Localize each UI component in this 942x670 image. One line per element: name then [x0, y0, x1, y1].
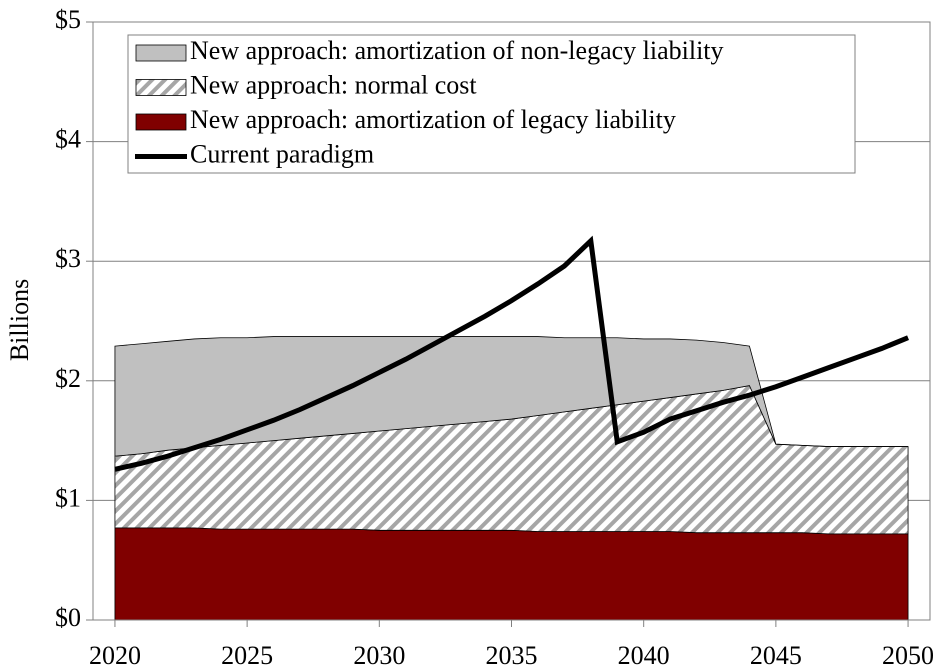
x-tick-label: 2050: [882, 641, 934, 670]
x-tick-label: 2030: [353, 641, 405, 670]
areas: [114, 336, 909, 621]
plot-frame: [92, 21, 931, 621]
x-tick-label: 2025: [221, 641, 273, 670]
y-tick-label: $1: [55, 483, 81, 512]
y-tick-label: $2: [55, 364, 81, 393]
x-tick-label: 2035: [486, 641, 538, 670]
x-tick-label: 2020: [89, 641, 141, 670]
x-tick-label: 2045: [750, 641, 802, 670]
y-tick-label: $5: [55, 5, 81, 34]
legend-swatch: [135, 79, 187, 96]
legend-swatch: [135, 44, 187, 62]
y-axis-label: Billions: [5, 279, 34, 361]
axes: $0 $1 $2 $3 $4 $5 2020 2025 2030 2035 2040 2045 2050: [55, 5, 934, 670]
y-tick-label: $4: [55, 125, 81, 154]
legend-swatch: [135, 113, 187, 131]
y-tick-label: $3: [55, 244, 81, 273]
y-tick-label: $0: [55, 603, 81, 632]
legend-label: New approach: amortization of non-legacy…: [190, 36, 724, 65]
lines: [114, 235, 909, 472]
legend-label: Current paradigm: [190, 139, 374, 168]
legend: New approach: amortization of non-legacy…: [127, 34, 856, 174]
area: [114, 336, 909, 457]
legend-label: New approach: amortization of legacy lia…: [190, 105, 676, 134]
x-tick-label: 2040: [618, 641, 670, 670]
legend-label: New approach: normal cost: [190, 70, 477, 99]
line: [114, 235, 909, 472]
legend-box: [127, 34, 856, 174]
area: [114, 527, 909, 621]
